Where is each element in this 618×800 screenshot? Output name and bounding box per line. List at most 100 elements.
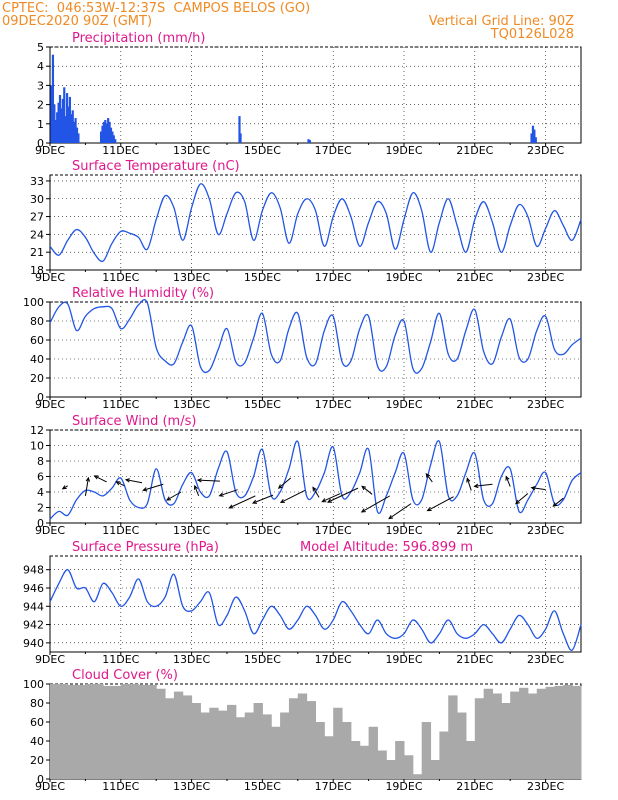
header-code: TQ0126L028 [490, 27, 574, 42]
wind-arrow-head [142, 487, 148, 492]
x-tick-label: 21DEC [456, 144, 493, 157]
y-tick-label: 100 [23, 678, 44, 691]
y-tick-label: 33 [30, 175, 44, 188]
wind-arrow-head [360, 508, 366, 513]
x-tick-label: 23DEC [527, 524, 564, 537]
precip-bar [77, 133, 80, 143]
y-tick-label: 21 [30, 246, 44, 259]
x-tick-label: 9DEC [35, 653, 65, 666]
cloud-bar [288, 698, 299, 779]
x-tick-label: 23DEC [527, 398, 564, 411]
x-tick-label: 11DEC [102, 144, 139, 157]
cloud-bar [209, 707, 219, 779]
precip-bar [533, 129, 536, 143]
x-tick-label: 15DEC [244, 780, 281, 793]
cloud-bar [333, 707, 343, 779]
precip-bar [99, 131, 103, 143]
wind-arrow-head [228, 504, 234, 509]
cloud-bar [536, 688, 547, 779]
cloud-bar [271, 726, 281, 779]
panel-title: Precipitation (mm/h) [72, 31, 205, 46]
cloud-bar [501, 703, 511, 779]
y-tick-label: 80 [30, 697, 44, 710]
cloud-bar [474, 698, 485, 779]
cloud-bar [430, 760, 440, 779]
x-tick-label: 9DEC [35, 271, 65, 284]
cloud-bar [200, 712, 210, 779]
precip-bar [307, 139, 310, 143]
wind-arrow-head [312, 486, 317, 492]
panel-frame [49, 301, 582, 398]
wind-arrow-head [279, 498, 285, 503]
precip-bar [67, 106, 70, 143]
cloud-bar [342, 722, 352, 779]
precip-bar [239, 133, 242, 143]
y-tick-label: 6 [37, 471, 44, 484]
wind-arrow-head [552, 502, 558, 507]
x-tick-label: 17DEC [315, 524, 352, 537]
header-location: CPTEC: 046:53W-12:37S CAMPOS BELOS (GO) [2, 1, 311, 16]
precip-bar [109, 127, 113, 143]
cloud-bar [165, 698, 175, 779]
cloud-bar [448, 695, 458, 779]
cloud-bar [527, 693, 538, 779]
y-tick-label: 20 [30, 754, 44, 767]
wind-arrow [425, 473, 433, 483]
x-tick-label: 13DEC [173, 524, 210, 537]
y-tick-label: 2 [37, 99, 44, 112]
cloud-bar [218, 710, 228, 779]
cloud-bar [439, 731, 449, 779]
wind-arrow [361, 485, 373, 495]
cloud-bar [262, 714, 272, 779]
wind-arrow-head [61, 485, 67, 490]
wind-arrow [84, 477, 89, 496]
series-line [49, 299, 582, 374]
x-tick-label: 13DEC [173, 653, 210, 666]
cloud-bar [404, 755, 414, 779]
x-tick-label: 19DEC [385, 398, 422, 411]
wind-arrow [552, 497, 564, 507]
x-tick-label: 19DEC [385, 271, 422, 284]
panel-subtitle: Model Altitude: 596.899 m [300, 540, 473, 555]
cloud-bar [138, 684, 157, 779]
wind-arrow [116, 481, 125, 487]
x-tick-label: 11DEC [102, 524, 139, 537]
x-tick-label: 23DEC [527, 271, 564, 284]
panel-title: Cloud Cover (%) [72, 668, 178, 683]
precip-bar [114, 139, 117, 143]
precip-bar [64, 116, 67, 143]
x-tick-label: 13DEC [173, 271, 210, 284]
precip-bar [112, 135, 115, 143]
wind-arrow-head [361, 485, 367, 491]
cloud-bar [563, 684, 573, 779]
precip-bar [71, 110, 74, 143]
wind-arrow [280, 490, 306, 503]
cloud-bar [280, 712, 290, 779]
wind-arrow-head [530, 486, 536, 491]
precip-bar [531, 125, 535, 143]
x-tick-label: 23DEC [527, 780, 564, 793]
cloud-bar [50, 684, 69, 779]
x-tick-label: 17DEC [315, 271, 352, 284]
cloud-bar [191, 703, 201, 779]
precip-bar [101, 125, 104, 143]
wind-arrow [219, 489, 238, 497]
y-tick-label: 0 [37, 773, 44, 786]
panel-title: Surface Temperature (nC) [72, 159, 240, 174]
cloud-bar [324, 736, 334, 779]
x-tick-label: 21DEC [456, 524, 493, 537]
x-tick-label: 15DEC [244, 144, 281, 157]
precip-bar [102, 121, 106, 143]
wind-arrow [278, 477, 292, 489]
x-tick-label: 23DEC [527, 653, 564, 666]
cloud-bar [253, 703, 263, 779]
x-tick-label: 19DEC [385, 780, 422, 793]
y-tick-label: 12 [30, 424, 44, 437]
wind-arrow [125, 479, 143, 484]
wind-arrow [229, 495, 256, 509]
y-tick-label: 5 [37, 41, 44, 54]
cloud-bar [350, 741, 361, 779]
wind-arrow [252, 494, 274, 504]
panel-frame [49, 46, 582, 144]
precip-bar [70, 114, 73, 143]
